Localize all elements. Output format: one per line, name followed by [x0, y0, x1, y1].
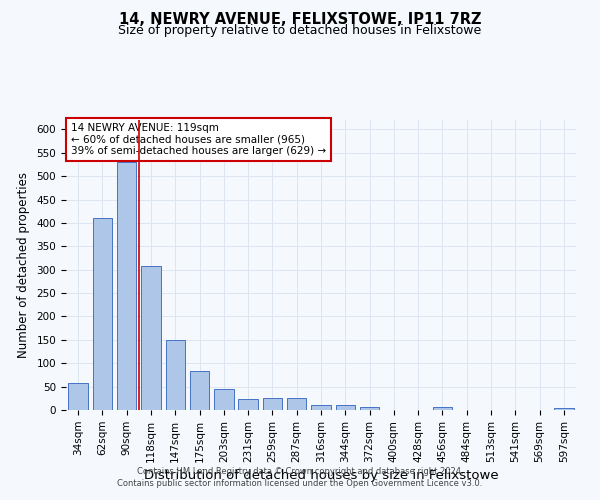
Y-axis label: Number of detached properties: Number of detached properties: [17, 172, 29, 358]
Text: Size of property relative to detached houses in Felixstowe: Size of property relative to detached ho…: [118, 24, 482, 37]
Bar: [141, 266, 161, 410]
Bar: [93, 218, 112, 410]
X-axis label: Distribution of detached houses by size in Felixstowe: Distribution of detached houses by size …: [143, 469, 499, 482]
Bar: [117, 162, 136, 410]
Bar: [433, 407, 452, 410]
Bar: [238, 399, 258, 410]
Text: Contains HM Land Registry data © Crown copyright and database right 2024.: Contains HM Land Registry data © Crown c…: [137, 467, 463, 476]
Bar: [287, 398, 307, 410]
Text: Contains public sector information licensed under the Open Government Licence v3: Contains public sector information licen…: [118, 479, 482, 488]
Bar: [68, 384, 88, 410]
Bar: [190, 370, 209, 410]
Bar: [214, 389, 233, 410]
Bar: [263, 398, 282, 410]
Bar: [360, 407, 379, 410]
Bar: [166, 340, 185, 410]
Bar: [335, 406, 355, 410]
Bar: [311, 406, 331, 410]
Text: 14, NEWRY AVENUE, FELIXSTOWE, IP11 7RZ: 14, NEWRY AVENUE, FELIXSTOWE, IP11 7RZ: [119, 12, 481, 28]
Text: 14 NEWRY AVENUE: 119sqm
← 60% of detached houses are smaller (965)
39% of semi-d: 14 NEWRY AVENUE: 119sqm ← 60% of detache…: [71, 123, 326, 156]
Bar: [554, 408, 574, 410]
